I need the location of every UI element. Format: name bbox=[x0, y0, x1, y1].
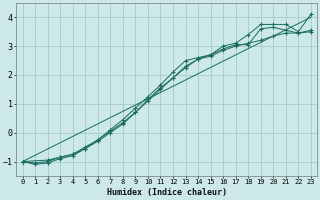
X-axis label: Humidex (Indice chaleur): Humidex (Indice chaleur) bbox=[107, 188, 227, 197]
